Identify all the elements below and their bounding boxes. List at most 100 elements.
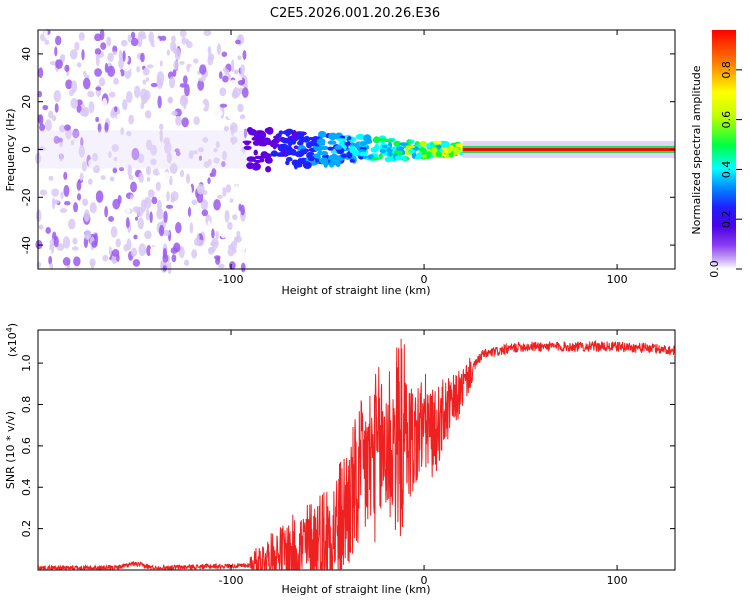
- heatmap-cell: [359, 141, 367, 147]
- heatmap-cell: [387, 152, 393, 157]
- heatmap-cell: [163, 229, 170, 237]
- heatmap-cell: [195, 212, 200, 219]
- heatmap-cell: [130, 31, 136, 39]
- heatmap-cell: [72, 128, 80, 139]
- heatmap-cell: [345, 141, 351, 146]
- heatmap-cell: [35, 209, 42, 223]
- heatmap-cell: [53, 135, 60, 144]
- heatmap-cell: [109, 176, 115, 182]
- y-tick-label: 0: [20, 146, 33, 153]
- heatmap-cell: [112, 198, 121, 210]
- heatmap-cell: [104, 205, 109, 218]
- heatmap-cell: [237, 79, 245, 86]
- heatmap-cell: [334, 145, 343, 150]
- heatmap-cell: [393, 140, 402, 147]
- heatmap-cell: [436, 144, 442, 149]
- heatmap-cell: [243, 128, 247, 139]
- heatmap-cell: [185, 251, 193, 260]
- heatmap-cell: [39, 189, 48, 196]
- heatmap-cell: [167, 262, 172, 275]
- colorbar-tick-label: 0.8: [720, 61, 733, 79]
- heatmap-cell: [94, 68, 102, 77]
- heatmap-cell: [327, 154, 337, 162]
- heatmap-cell: [95, 53, 100, 67]
- heatmap-cell: [170, 195, 175, 203]
- heatmap-cell: [272, 142, 277, 150]
- heatmap-cell: [53, 235, 59, 248]
- heatmap-cell: [128, 174, 134, 181]
- heatmap-cell: [135, 216, 139, 221]
- heatmap-cell: [111, 143, 119, 152]
- heatmap-cell: [100, 42, 107, 50]
- heatmap-cell: [149, 211, 153, 224]
- heatmap-cell: [225, 184, 232, 193]
- heatmap-cell: [243, 145, 252, 151]
- heatmap-cell: [82, 198, 89, 207]
- heatmap-cell: [137, 217, 144, 230]
- heatmap-cell: [43, 56, 49, 65]
- heatmap-cell: [304, 135, 310, 140]
- heatmap-cell: [156, 71, 165, 85]
- heatmap-cell: [104, 122, 109, 133]
- heatmap-cell: [233, 236, 238, 245]
- heatmap-cell: [419, 140, 428, 148]
- heatmap-cell: [130, 181, 137, 193]
- heatmap-cell: [143, 199, 149, 204]
- heatmap-cell: [166, 152, 172, 164]
- heatmap-cell: [318, 130, 327, 138]
- heatmap-cell: [327, 140, 337, 145]
- heatmap-cell: [131, 147, 140, 161]
- heatmap-cell: [294, 131, 305, 139]
- heatmap-cell: [378, 153, 383, 160]
- heatmap-cell: [48, 110, 54, 119]
- heatmap-cell: [128, 114, 135, 125]
- heatmap-cell: [291, 129, 297, 138]
- heatmap-cell: [125, 208, 131, 214]
- heatmap-cell: [133, 234, 138, 240]
- heatmap-cell: [211, 237, 219, 249]
- heatmap-cell: [70, 97, 79, 109]
- heatmap-cell: [156, 208, 164, 220]
- heatmap-cell: [196, 183, 205, 195]
- heatmap-cell: [89, 202, 97, 214]
- heatmap-cell: [185, 173, 191, 184]
- heatmap-cell: [131, 122, 137, 135]
- heatmap-cell: [285, 160, 290, 166]
- heatmap-cell: [270, 150, 279, 157]
- heatmap-cell: [297, 141, 303, 146]
- heatmap-cell: [349, 158, 355, 163]
- x-tick-label: 0: [421, 574, 428, 587]
- heatmap-cell: [173, 60, 179, 70]
- heatmap-cell: [179, 83, 187, 88]
- heatmap-cell: [211, 228, 215, 239]
- heatmap-cell: [69, 49, 78, 60]
- heatmap-cell: [349, 145, 356, 154]
- heatmap-cell: [232, 87, 241, 98]
- heatmap-cell: [108, 151, 112, 159]
- heatmap-cell: [52, 199, 60, 204]
- colorbar-tick-label: 0.4: [720, 161, 733, 179]
- heatmap-cell: [169, 162, 178, 174]
- heatmap-cell: [186, 41, 193, 49]
- heatmap-cell: [84, 59, 88, 72]
- heatmap-cell: [138, 31, 146, 38]
- y-tick-label: 20: [20, 95, 33, 109]
- heatmap-cell: [207, 56, 214, 66]
- heatmap-cell: [199, 64, 207, 75]
- heatmap-cell: [193, 116, 200, 125]
- heatmap-cell: [98, 77, 106, 87]
- x-tick-label: 100: [607, 574, 628, 587]
- heatmap-cell: [51, 188, 60, 197]
- heatmap-cell: [122, 99, 128, 111]
- heatmap-cell: [291, 159, 299, 166]
- heatmap-cell: [38, 114, 44, 126]
- heatmap-cell: [100, 175, 106, 180]
- heatmap-cell: [187, 206, 192, 218]
- heatmap-cell: [127, 164, 132, 177]
- y-tick-label: -40: [20, 236, 33, 254]
- heatmap-cell: [230, 32, 236, 40]
- heatmap-cell: [108, 246, 112, 256]
- heatmap-cell: [215, 109, 223, 117]
- heatmap-cell: [71, 246, 79, 251]
- heatmap-cell: [241, 87, 249, 98]
